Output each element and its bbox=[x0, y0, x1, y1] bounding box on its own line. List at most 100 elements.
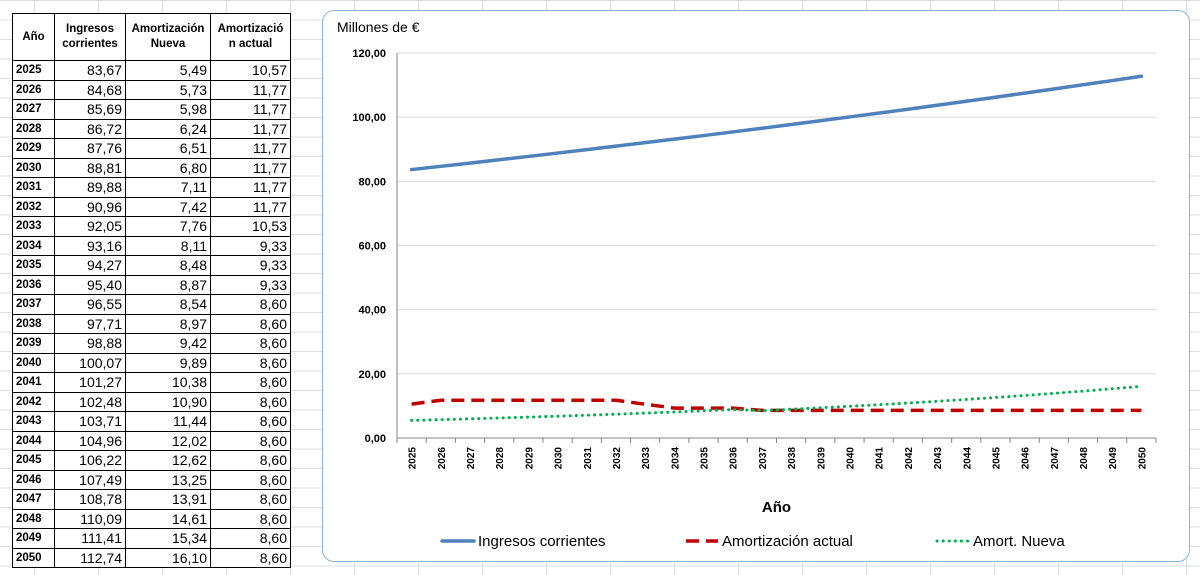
series-line bbox=[410, 384, 1143, 422]
y-tick-label: 40,00 bbox=[358, 305, 386, 317]
table-cell: 11,77 bbox=[210, 99, 291, 120]
table-cell: 100,07 bbox=[54, 352, 126, 373]
table-cell: 2045 bbox=[12, 450, 55, 471]
table-cell: 11,44 bbox=[125, 411, 211, 432]
x-tick-label: 2025 bbox=[408, 447, 419, 470]
table-cell: 2035 bbox=[12, 255, 55, 276]
table-cell: 2034 bbox=[12, 235, 55, 256]
table-cell: 6,51 bbox=[125, 138, 211, 159]
table-cell: 8,60 bbox=[210, 294, 291, 315]
table-row: 2046 107,49 13,25 8,60 bbox=[12, 469, 291, 490]
table-cell: 11,77 bbox=[210, 157, 291, 178]
table-cell: 96,55 bbox=[54, 294, 126, 315]
table-cell: 13,25 bbox=[125, 469, 211, 490]
table-cell: 92,05 bbox=[54, 216, 126, 237]
line-chart: 0,00 20,00 40,00 60,00 80,00 100,00 120,00 2025… bbox=[337, 19, 1157, 550]
x-tick-label: 2046 bbox=[1021, 447, 1032, 470]
table-cell: 9,89 bbox=[125, 352, 211, 373]
table-cell: 8,60 bbox=[210, 333, 291, 354]
table-cell: 9,33 bbox=[210, 274, 291, 295]
x-tick-label: 2048 bbox=[1079, 447, 1090, 470]
table-row: 2049 111,41 15,34 8,60 bbox=[12, 528, 291, 549]
table-cell: 8,48 bbox=[125, 255, 211, 276]
table-cell: 102,48 bbox=[54, 391, 126, 412]
legend-label: Ingresos corrientes bbox=[478, 533, 606, 550]
table-cell: 2042 bbox=[12, 391, 55, 412]
table-row: 2037 96,55 8,54 8,60 bbox=[12, 294, 291, 315]
table-row: 2047 108,78 13,91 8,60 bbox=[12, 489, 291, 510]
table-cell: 85,69 bbox=[54, 99, 126, 120]
x-tick-label: 2031 bbox=[583, 447, 594, 470]
x-tick-label: 2035 bbox=[700, 447, 711, 470]
table-row: 2036 95,40 8,87 9,33 bbox=[12, 274, 291, 295]
y-tick-label: 80,00 bbox=[358, 176, 386, 188]
x-tick-label: 2033 bbox=[641, 447, 652, 470]
column-header: Año bbox=[12, 13, 55, 61]
x-tick-label: 2047 bbox=[1050, 447, 1061, 470]
table-row: 2029 87,76 6,51 11,77 bbox=[12, 138, 291, 159]
table-row: 2042 102,48 10,90 8,60 bbox=[12, 391, 291, 412]
table-cell: 8,60 bbox=[210, 313, 291, 334]
table-cell: 98,88 bbox=[54, 333, 126, 354]
table-cell: 5,98 bbox=[125, 99, 211, 120]
table-cell: 2026 bbox=[12, 79, 55, 100]
table-cell: 2033 bbox=[12, 216, 55, 237]
table-cell: 84,68 bbox=[54, 79, 126, 100]
table-cell: 2049 bbox=[12, 528, 55, 549]
x-tick-label: 2029 bbox=[524, 447, 535, 470]
data-table: Año Ingresos corrientes Amortización Nueva Am… bbox=[12, 13, 291, 568]
table-cell: 15,34 bbox=[125, 528, 211, 549]
table-cell: 2031 bbox=[12, 177, 55, 198]
table-cell: 16,10 bbox=[125, 547, 211, 568]
table-cell: 2038 bbox=[12, 313, 55, 334]
x-tick-label: 2039 bbox=[816, 447, 827, 470]
table-header-row: Año Ingresos corrientes Amortización Nueva Am… bbox=[12, 13, 291, 61]
table-cell: 88,81 bbox=[54, 157, 126, 178]
table-cell: 8,60 bbox=[210, 547, 291, 568]
table-cell: 87,76 bbox=[54, 138, 126, 159]
x-tick-label: 2050 bbox=[1137, 447, 1148, 470]
table-cell: 2027 bbox=[12, 99, 55, 120]
x-tick-label: 2036 bbox=[729, 447, 740, 470]
table-cell: 106,22 bbox=[54, 450, 126, 471]
table-cell: 107,49 bbox=[54, 469, 126, 490]
table-row: 2035 94,27 8,48 9,33 bbox=[12, 255, 291, 276]
table-cell: 2037 bbox=[12, 294, 55, 315]
table-row: 2044 104,96 12,02 8,60 bbox=[12, 430, 291, 451]
y-tick-label: 100,00 bbox=[352, 112, 386, 124]
table-cell: 5,73 bbox=[125, 79, 211, 100]
x-tick-label: 2026 bbox=[437, 447, 448, 470]
table-cell: 11,77 bbox=[210, 138, 291, 159]
table-cell: 9,33 bbox=[210, 235, 291, 256]
table-cell: 86,72 bbox=[54, 118, 126, 139]
table-cell: 8,87 bbox=[125, 274, 211, 295]
table-cell: 8,60 bbox=[210, 450, 291, 471]
x-tick-label: 2032 bbox=[612, 447, 623, 470]
table-cell: 2043 bbox=[12, 411, 55, 432]
table-row: 2038 97,71 8,97 8,60 bbox=[12, 313, 291, 334]
table-cell: 10,38 bbox=[125, 372, 211, 393]
table-cell: 10,53 bbox=[210, 216, 291, 237]
table-row: 2048 110,09 14,61 8,60 bbox=[12, 508, 291, 529]
table-row: 2043 103,71 11,44 8,60 bbox=[12, 411, 291, 432]
table-cell: 101,27 bbox=[54, 372, 126, 393]
table-cell: 2028 bbox=[12, 118, 55, 139]
table-row: 2033 92,05 7,76 10,53 bbox=[12, 216, 291, 237]
table-cell: 10,90 bbox=[125, 391, 211, 412]
table-cell: 2040 bbox=[12, 352, 55, 373]
y-tick-label: 0,00 bbox=[365, 433, 386, 445]
table-cell: 8,60 bbox=[210, 391, 291, 412]
table-cell: 83,67 bbox=[54, 60, 126, 81]
column-header: Amortizació n actual bbox=[210, 13, 291, 61]
table-cell: 11,77 bbox=[210, 177, 291, 198]
table-cell: 8,60 bbox=[210, 489, 291, 510]
chart-area[interactable]: 0,00 20,00 40,00 60,00 80,00 100,00 120,00 2025… bbox=[322, 10, 1190, 562]
table-row: 2028 86,72 6,24 11,77 bbox=[12, 118, 291, 139]
table-cell: 2029 bbox=[12, 138, 55, 159]
table-cell: 9,42 bbox=[125, 333, 211, 354]
y-tick-label: 20,00 bbox=[358, 369, 386, 381]
table-cell: 2025 bbox=[12, 60, 55, 81]
table-cell: 8,11 bbox=[125, 235, 211, 256]
table-cell: 103,71 bbox=[54, 411, 126, 432]
table-cell: 2048 bbox=[12, 508, 55, 529]
